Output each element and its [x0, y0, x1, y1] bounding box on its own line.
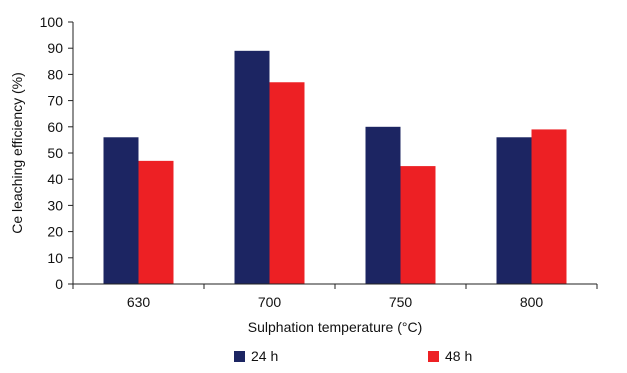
y-tick-label: 90	[47, 40, 63, 56]
x-tick-label: 800	[520, 294, 544, 310]
y-tick-label: 30	[47, 197, 63, 213]
bar-24h-700	[234, 50, 270, 284]
y-axis-title: Ce leaching efficiency (%)	[9, 72, 25, 234]
y-tick-label: 40	[47, 171, 63, 187]
x-tick-label: 750	[389, 294, 413, 310]
bar-48h-800	[531, 129, 567, 284]
y-tick-label: 10	[47, 250, 63, 266]
bar-series	[103, 50, 567, 284]
legend-swatch-48h	[428, 351, 439, 362]
x-axis-ticks: 630 700 750 800	[72, 284, 598, 310]
y-tick-label: 80	[47, 66, 63, 82]
y-tick-label: 60	[47, 119, 63, 135]
x-tick-label: 700	[258, 294, 282, 310]
y-tick-label: 20	[47, 224, 63, 240]
bar-24h-800	[496, 137, 532, 284]
x-tick-label: 630	[127, 294, 151, 310]
bar-24h-750	[365, 126, 401, 284]
y-axis-ticks: 0 10 20 30 40 50 60 70 80 90 100	[40, 14, 73, 292]
bar-48h-630	[138, 160, 174, 284]
y-tick-label: 100	[40, 14, 64, 30]
y-tick-label: 0	[55, 276, 63, 292]
bar-48h-700	[269, 82, 305, 284]
legend-label-24h: 24 h	[251, 348, 278, 364]
legend-label-48h: 48 h	[445, 348, 472, 364]
legend: 24 h 48 h	[234, 348, 472, 364]
x-axis-title: Sulphation temperature (°C)	[248, 319, 422, 335]
bar-48h-750	[400, 166, 436, 284]
y-tick-label: 70	[47, 93, 63, 109]
bar-24h-630	[103, 137, 139, 284]
y-tick-label: 50	[47, 145, 63, 161]
legend-swatch-24h	[234, 351, 245, 362]
